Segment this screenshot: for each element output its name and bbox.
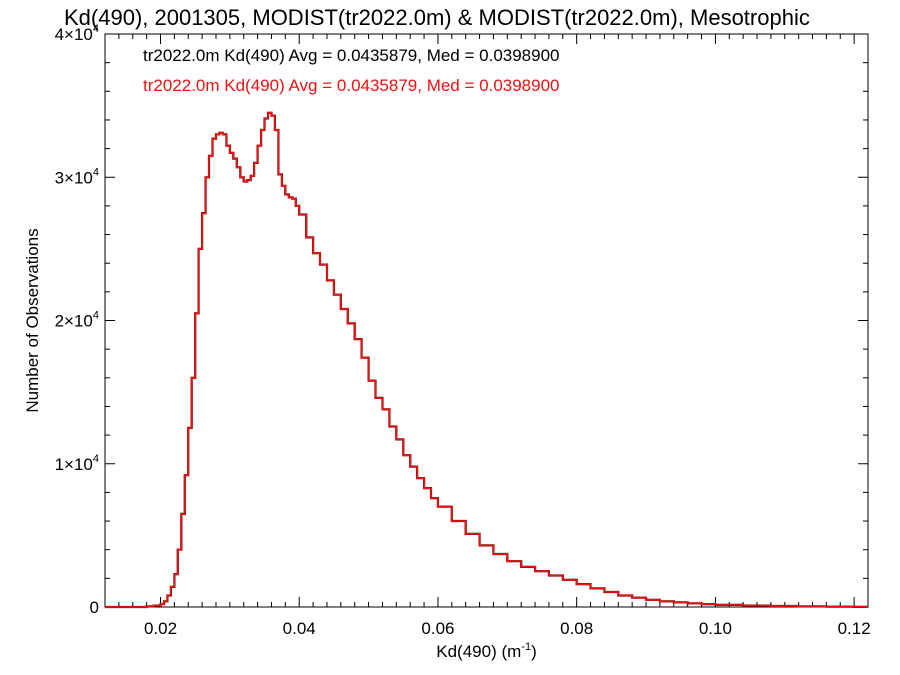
plot-frame (104, 33, 869, 608)
y-tick-label: 1×104 (55, 453, 99, 474)
y-axis: 0 1×104 2×104 3×104 4×104 (55, 23, 868, 617)
series-line-red (105, 111, 868, 608)
plot-area: 0.02 0.04 0.06 0.08 0.10 0.12 0 1×104 2×104 3×10… (55, 23, 871, 638)
y-axis-label: Number of Observations (23, 228, 42, 412)
x-axis-label-main: Kd(490) (m (436, 642, 521, 661)
x-axis-label-sup: -1 (521, 641, 531, 653)
series-line-black (105, 111, 868, 609)
y-tick-label: 2×104 (55, 310, 99, 331)
x-tick-label: 0.06 (421, 619, 454, 638)
x-tick-label: 0.04 (283, 619, 316, 638)
x-tick-label: 0.10 (699, 619, 732, 638)
annotation-black: tr2022.0m Kd(490) Avg = 0.0435879, Med =… (143, 46, 560, 65)
y-tick-label: 0 (90, 598, 99, 617)
x-tick-label: 0.12 (838, 619, 871, 638)
x-axis: 0.02 0.04 0.06 0.08 0.10 0.12 (104, 34, 871, 638)
chart-title: Kd(490), 2001305, MODIST(tr2022.0m) & MO… (64, 5, 810, 30)
y-tick-label: 3×104 (55, 166, 99, 187)
x-axis-label: Kd(490) (m-1) (436, 641, 536, 661)
series-lines (105, 111, 868, 609)
x-tick-label: 0.08 (560, 619, 593, 638)
x-axis-label-suffix: ) (531, 642, 537, 661)
x-tick-label: 0.02 (144, 619, 177, 638)
y-tick-label: 4×104 (55, 23, 99, 44)
annotation-red: tr2022.0m Kd(490) Avg = 0.0435879, Med =… (143, 76, 560, 95)
